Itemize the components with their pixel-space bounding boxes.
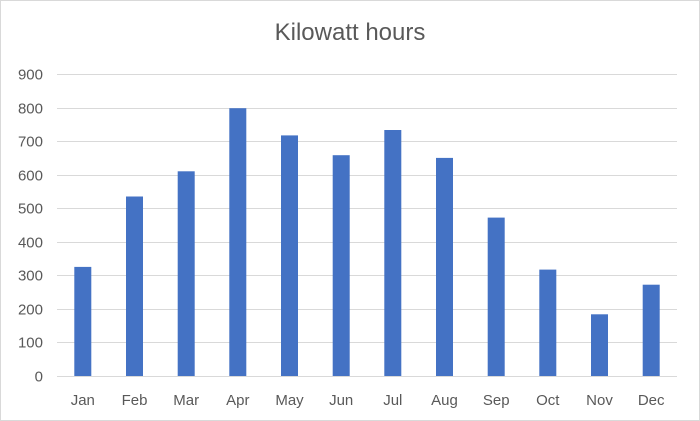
y-tick-label-800: 800 <box>18 101 43 118</box>
bar-apr <box>229 108 247 376</box>
x-tick-label-jul: Jul <box>383 392 402 409</box>
y-tick-label-0: 0 <box>35 369 43 386</box>
bar-sep <box>487 217 505 376</box>
y-tick-label-400: 400 <box>18 235 43 252</box>
bar-jun <box>332 155 350 376</box>
x-tick-label-apr: Apr <box>226 392 249 409</box>
bar-jan <box>74 266 92 376</box>
y-tick-label-200: 200 <box>18 302 43 319</box>
y-tick-label-300: 300 <box>18 268 43 285</box>
x-tick-label-aug: Aug <box>431 392 458 409</box>
bar-aug <box>436 157 453 376</box>
bar-mar <box>177 171 195 376</box>
bar-dec <box>642 284 660 376</box>
x-tick-label-oct: Oct <box>536 392 560 409</box>
bar-feb <box>126 196 143 376</box>
bar-oct <box>539 269 557 376</box>
y-tick-label-500: 500 <box>18 201 43 218</box>
chart-title: Kilowatt hours <box>274 19 426 46</box>
y-tick-label-600: 600 <box>18 168 43 185</box>
bar-nov <box>591 314 608 376</box>
bar-jul <box>384 130 402 376</box>
y-tick-label-100: 100 <box>18 335 43 352</box>
x-tick-label-dec: Dec <box>638 392 665 409</box>
y-tick-label-700: 700 <box>18 134 43 151</box>
x-tick-label-jun: Jun <box>329 392 353 409</box>
x-tick-label-may: May <box>275 392 304 409</box>
x-tick-label-mar: Mar <box>173 392 199 409</box>
x-tick-label-sep: Sep <box>483 392 510 409</box>
bar-may <box>281 135 298 376</box>
y-tick-label-900: 900 <box>18 67 43 84</box>
x-tick-label-nov: Nov <box>586 392 613 409</box>
x-tick-label-jan: Jan <box>71 392 95 409</box>
x-tick-label-feb: Feb <box>122 392 148 409</box>
